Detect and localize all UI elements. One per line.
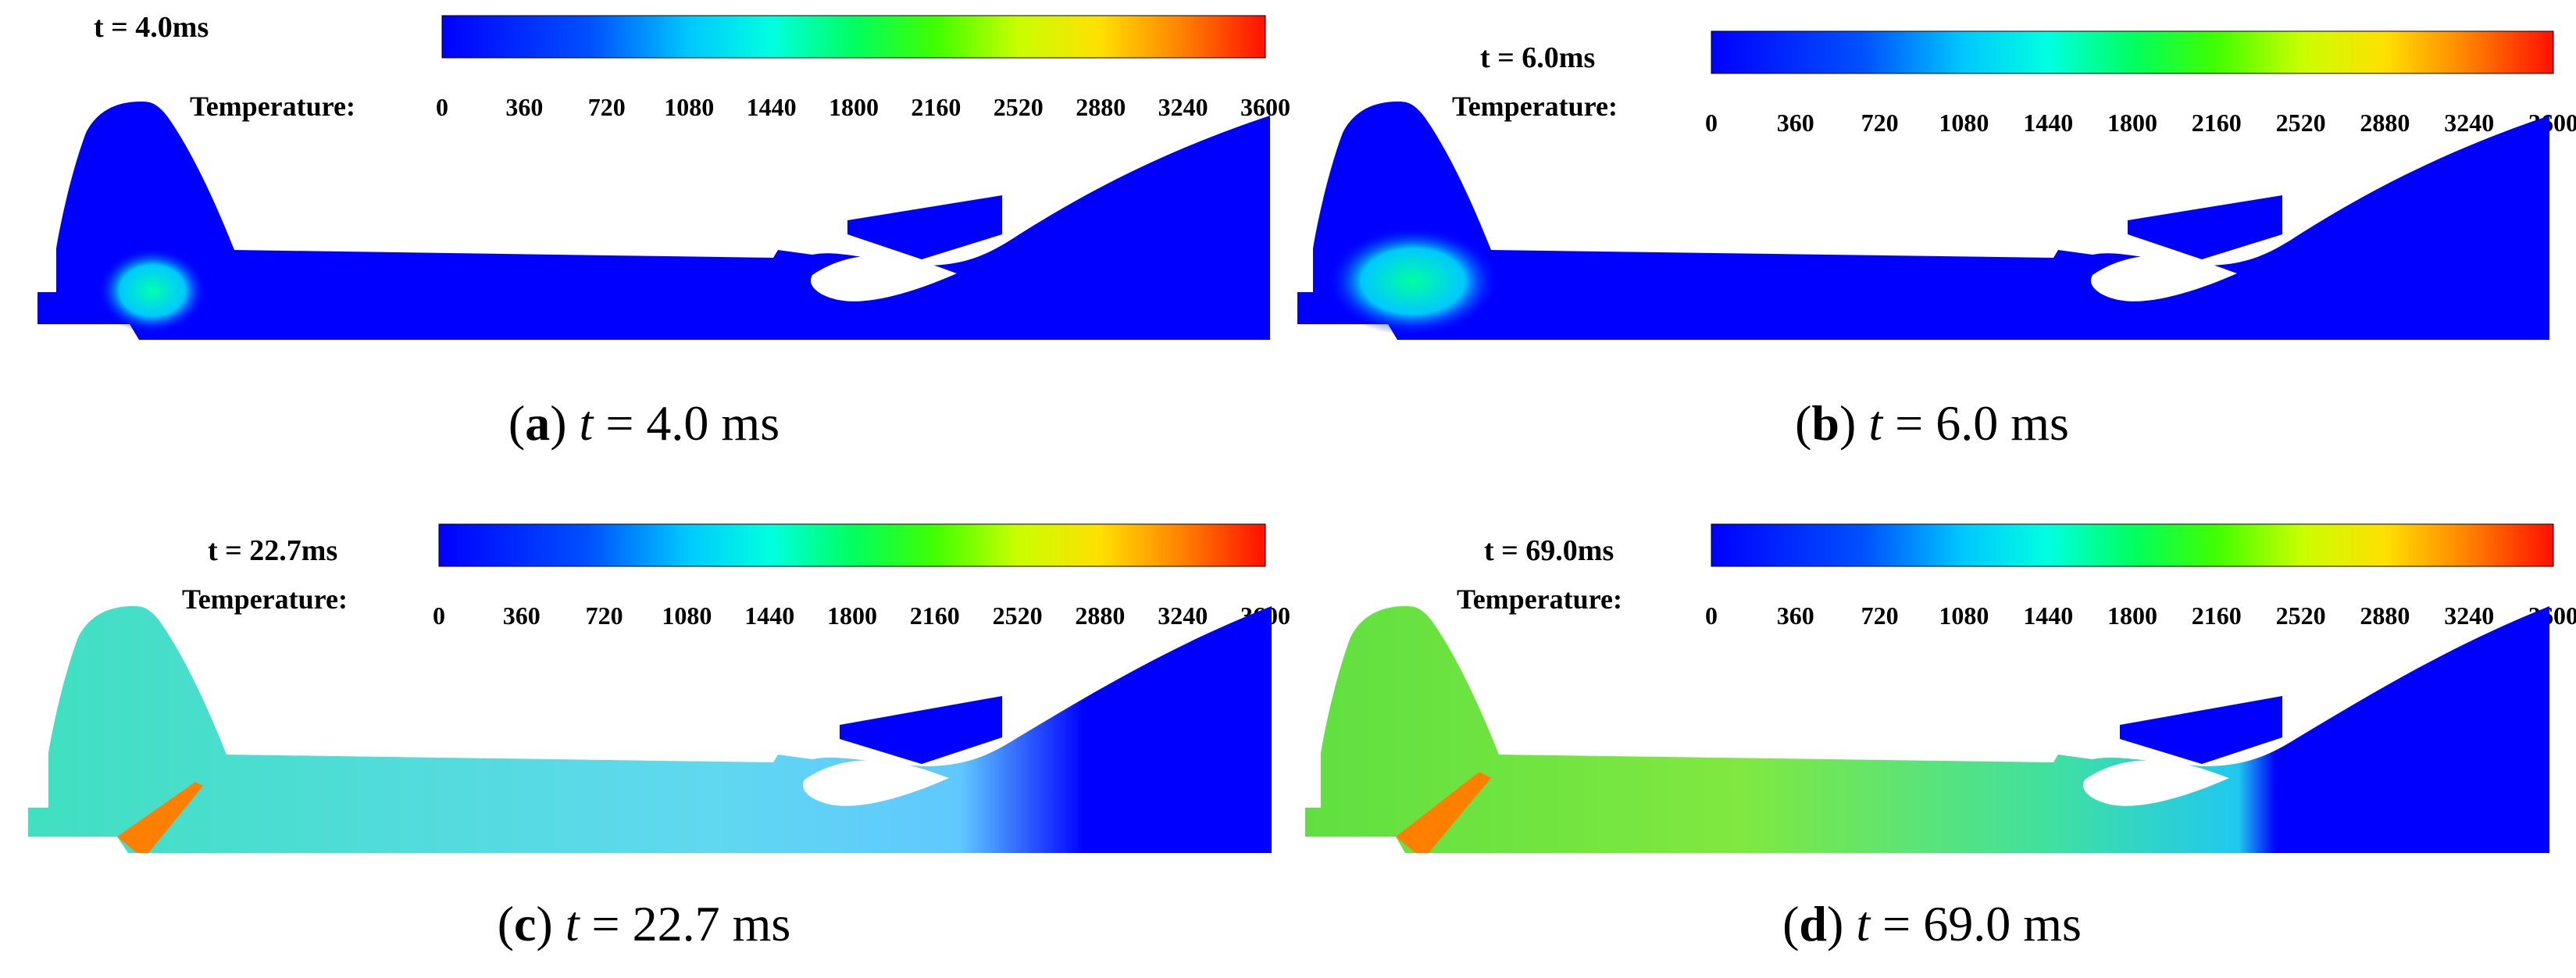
panel-d: t = 69.0ms Temperature: 0 360 720 1080 1440 1… [1288,489,2576,978]
panel-d-colorbar-title: Temperature: [1457,584,1622,615]
colorbar-tick-label: 1800 [829,93,879,121]
panel-c-jet [117,782,203,853]
panel-c-cavity [803,760,949,806]
panel-a-chamber [37,102,1270,340]
colorbar-tick-label: 1440 [747,93,797,121]
colorbar-tick-label: 1800 [2107,109,2157,137]
colorbar-tick-label: 2160 [911,93,961,121]
panel-a-flame [98,248,207,334]
colorbar-tick-label: 2880 [1076,93,1126,121]
panel-d-colorbar [1711,523,2554,567]
colorbar-tick-label: 2160 [2192,601,2242,630]
panel-a-cavity [811,255,957,302]
panel-a: t = 4.0ms Temperature: 0 360 720 1080 1440 18… [0,0,1290,489]
panel-b-colorbar [1711,30,2554,74]
colorbar-tick-label: 2880 [1075,601,1125,630]
colorbar-tick-label: 1440 [744,601,794,630]
panel-b-colorbar-title: Temperature: [1452,91,1618,122]
colorbar-tick-label: 2880 [2360,601,2410,630]
panel-d-caption: (d) t = 69.0 ms [1782,896,2082,951]
colorbar-tick-label: 0 [1705,601,1718,630]
panel-a-vane [847,195,1002,259]
panel-a-figure: t = 4.0ms Temperature: 0 360 720 1080 1440 18… [37,11,1290,340]
colorbar-tick-label: 1440 [2023,601,2073,630]
panel-d-figure: t = 69.0ms Temperature: 0 360 720 1080 1440 1… [1305,523,2576,853]
panel-c-chamber [28,606,1272,853]
colorbar-tick-label: 0 [1705,109,1718,137]
colorbar-tick-label: 720 [1861,601,1899,630]
colorbar-tick-label: 360 [1777,109,1814,137]
panel-a-time-label: t = 4.0ms [94,11,209,44]
panel-a-colorbar-title: Temperature: [190,91,355,122]
panel-d-chamber [1305,606,2549,853]
panel-b-chamber [1297,102,2549,340]
panel-b-time-label: t = 6.0ms [1480,41,1595,74]
panel-b-vane [2128,195,2282,259]
colorbar-tick-label: 2880 [2360,109,2410,137]
colorbar-tick-label: 720 [586,601,623,630]
colorbar-tick-label: 1800 [827,601,877,630]
colorbar-tick-label: 2160 [910,601,960,630]
colorbar-tick-label: 1080 [1939,601,1989,630]
colorbar-tick-label: 1080 [662,601,712,630]
colorbar-tick-label: 720 [1861,109,1899,137]
panel-a-caption: (a) t = 4.0 ms [508,395,780,451]
panel-a-colorbar-ticks: 0 360 720 1080 1440 1800 2160 2520 2880 3240 3600 [436,93,1290,121]
panel-d-colorbar-ticks: 0 360 720 1080 1440 1800 2160 2520 2880 3240 3600 [1705,601,2576,630]
panel-b: t = 6.0ms Temperature: 0 360 720 1080 1440 18… [1288,0,2576,489]
colorbar-tick-label: 3600 [1240,93,1290,121]
colorbar-tick-label: 0 [433,601,445,630]
colorbar-tick-label: 3240 [1158,601,1208,630]
panel-c-caption: (c) t = 22.7 ms [497,896,791,951]
colorbar-tick-label: 2520 [993,601,1043,630]
colorbar-tick-label: 1440 [2023,109,2073,137]
panel-d-cavity [2083,760,2229,806]
panel-b-figure: t = 6.0ms Temperature: 0 360 720 1080 1440 18… [1297,30,2576,340]
colorbar-tick-label: 1080 [1939,109,1989,137]
colorbar-tick-label: 2520 [994,93,1044,121]
colorbar-tick-label: 1080 [664,93,714,121]
colorbar-tick-label: 2520 [2276,601,2326,630]
panel-a-colorbar [441,15,1266,59]
panel-b-colorbar-ticks: 0 360 720 1080 1440 1800 2160 2520 2880 3240 3600 [1705,109,2576,137]
colorbar-tick-label: 360 [505,93,543,121]
panel-b-flame [1327,227,1499,336]
panel-b-caption: (b) t = 6.0 ms [1795,395,2069,451]
colorbar-tick-label: 3240 [2444,601,2494,630]
panel-d-vane [2120,696,2282,764]
colorbar-tick-label: 720 [588,93,626,121]
panel-d-time-label: t = 69.0ms [1484,534,1614,567]
panel-b-cavity [2091,255,2237,302]
panel-d-jet [1396,772,1491,853]
panel-c-colorbar-title: Temperature: [182,584,348,615]
panel-c-vane [840,696,1002,764]
colorbar-tick-label: 360 [503,601,541,630]
colorbar-tick-label: 2160 [2192,109,2242,137]
panel-c-time-label: t = 22.7ms [208,534,337,567]
panel-c: t = 22.7ms Temperature: 0 360 720 1080 1440 1… [0,489,1290,978]
colorbar-tick-label: 3240 [2444,109,2494,137]
colorbar-tick-label: 0 [436,93,448,121]
panel-c-colorbar [438,523,1266,567]
colorbar-tick-label: 1800 [2107,601,2157,630]
panel-c-figure: t = 22.7ms Temperature: 0 360 720 1080 1440 1… [28,523,1290,853]
colorbar-tick-label: 2520 [2276,109,2326,137]
colorbar-tick-label: 360 [1777,601,1814,630]
colorbar-tick-label: 3240 [1158,93,1208,121]
